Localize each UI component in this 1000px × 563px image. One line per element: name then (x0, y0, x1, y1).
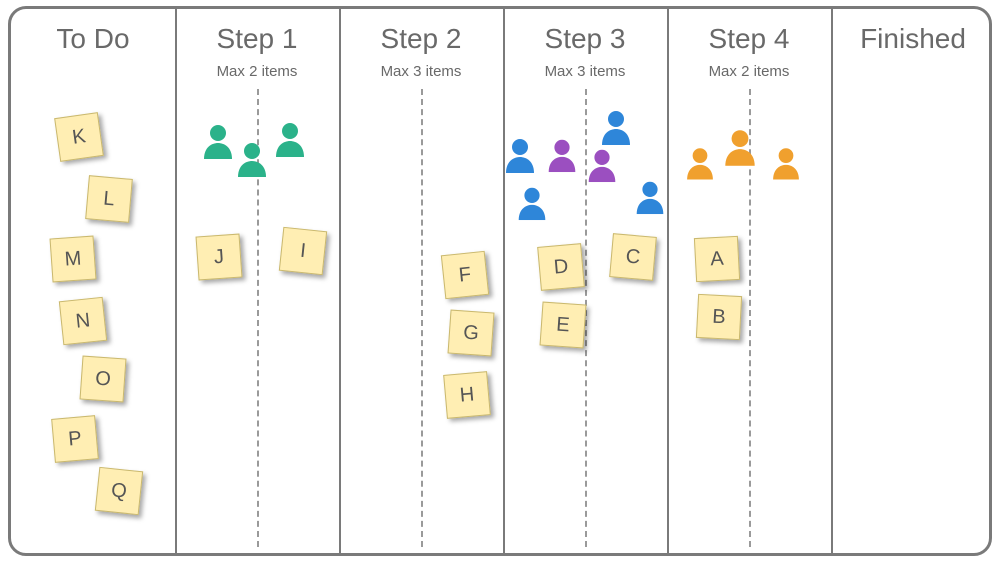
sticky-note-M[interactable]: M (50, 236, 97, 283)
person-icon (722, 128, 758, 166)
column-wip-step2: Max 3 items (339, 63, 503, 80)
sticky-note-N[interactable]: N (59, 297, 107, 345)
person-icon (273, 121, 307, 157)
person-icon (201, 123, 235, 159)
sticky-note-A[interactable]: A (694, 236, 740, 282)
sticky-note-F[interactable]: F (441, 251, 489, 299)
person-icon (516, 186, 548, 220)
person-icon (684, 146, 715, 179)
sticky-note-P[interactable]: P (51, 415, 99, 463)
sticky-note-E[interactable]: E (540, 302, 587, 349)
person-icon (235, 141, 269, 177)
sticky-note-J[interactable]: J (196, 234, 243, 281)
column-divider (503, 9, 505, 553)
sticky-note-O[interactable]: O (80, 356, 127, 403)
wip-divider-step2 (421, 89, 423, 547)
sticky-note-K[interactable]: K (54, 112, 104, 162)
person-icon (503, 137, 537, 173)
sticky-note-C[interactable]: C (609, 233, 657, 281)
column-title-step1: Step 1 (175, 23, 339, 55)
column-title-step4: Step 4 (667, 23, 831, 55)
person-icon (586, 148, 618, 182)
column-title-step2: Step 2 (339, 23, 503, 55)
column-title-step3: Step 3 (503, 23, 667, 55)
person-icon (599, 109, 633, 145)
column-title-todo: To Do (11, 23, 175, 55)
column-divider (831, 9, 833, 553)
column-divider (339, 9, 341, 553)
person-icon (546, 138, 578, 172)
column-divider (667, 9, 669, 553)
sticky-note-D[interactable]: D (537, 243, 585, 291)
column-divider (175, 9, 177, 553)
column-wip-step4: Max 2 items (667, 63, 831, 80)
sticky-note-L[interactable]: L (85, 175, 133, 223)
column-title-finished: Finished (831, 23, 995, 55)
kanban-board: To DoStep 1Max 2 itemsStep 2Max 3 itemsS… (8, 6, 992, 556)
person-icon (770, 146, 801, 179)
person-icon (634, 180, 666, 214)
column-wip-step1: Max 2 items (175, 63, 339, 80)
sticky-note-I[interactable]: I (279, 227, 327, 275)
sticky-note-G[interactable]: G (448, 310, 495, 357)
sticky-note-Q[interactable]: Q (95, 467, 143, 515)
column-wip-step3: Max 3 items (503, 63, 667, 80)
sticky-note-H[interactable]: H (443, 371, 491, 419)
sticky-note-B[interactable]: B (696, 294, 742, 340)
